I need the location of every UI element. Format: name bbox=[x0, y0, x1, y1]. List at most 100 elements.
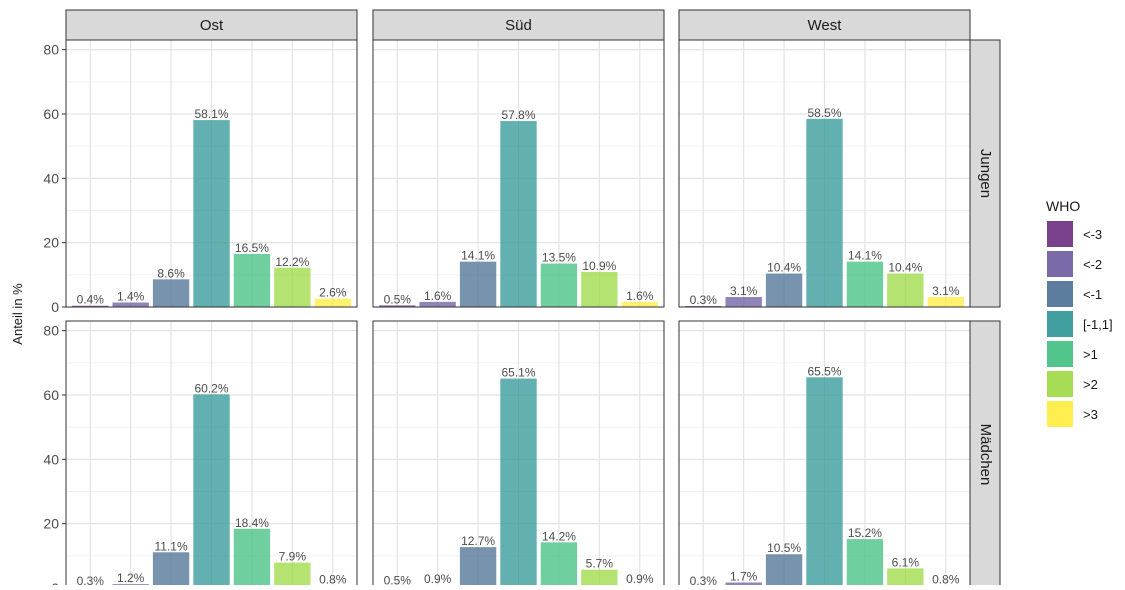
bar-5 bbox=[540, 542, 578, 588]
bar-2 bbox=[419, 301, 456, 307]
data-label: 11.1% bbox=[155, 539, 188, 553]
legend-key bbox=[1047, 311, 1073, 337]
y-tick-label: 80 bbox=[43, 42, 59, 58]
data-label: 1.6% bbox=[626, 289, 654, 303]
y-tick-label: 40 bbox=[43, 170, 59, 186]
legend-key bbox=[1047, 371, 1073, 397]
y-tick-label: 20 bbox=[43, 516, 59, 532]
panel-sd-jungen: 0.5% 1.6% 14.1% 57.8% 13.5% 10.9% 1.6% bbox=[372, 39, 665, 308]
panel-border bbox=[678, 39, 971, 308]
bar-1 bbox=[379, 305, 416, 307]
data-label: 16.5% bbox=[235, 241, 269, 255]
legend-item-2: <-2 bbox=[1047, 251, 1102, 277]
data-label: 0.8% bbox=[932, 572, 960, 585]
bar-5 bbox=[846, 539, 884, 588]
bar-5 bbox=[233, 528, 271, 588]
column-strip-2: Süd bbox=[372, 9, 665, 41]
y-axis-2: 0 20 40 60 80 bbox=[43, 323, 66, 590]
bar-3 bbox=[765, 554, 803, 588]
bar-6 bbox=[274, 267, 311, 307]
panel-west-mdchen: 0.3% 1.7% 10.5% 65.5% 15.2% 6.1% 0.8% bbox=[678, 320, 971, 589]
bar-4 bbox=[500, 378, 537, 588]
data-label: 0.5% bbox=[384, 573, 412, 585]
legend-key bbox=[1047, 341, 1073, 367]
data-label: 57.8% bbox=[501, 108, 535, 122]
bar-1 bbox=[72, 305, 109, 307]
panel-border bbox=[65, 39, 358, 308]
y-tick-label: 80 bbox=[43, 323, 59, 339]
legend-title: WHO bbox=[1046, 198, 1080, 214]
row-strip-background bbox=[969, 39, 1001, 308]
y-axis-title: Anteil in % bbox=[10, 283, 25, 345]
legend-item-5: >1 bbox=[1047, 341, 1098, 367]
legend-label: <-1 bbox=[1083, 287, 1102, 302]
data-label: 10.4% bbox=[767, 261, 801, 275]
y-tick-label: 40 bbox=[43, 451, 59, 467]
data-label: 0.8% bbox=[319, 572, 347, 585]
bar-5 bbox=[540, 263, 578, 307]
bar-4 bbox=[806, 118, 843, 307]
bar-4 bbox=[193, 120, 230, 307]
data-label: 65.5% bbox=[807, 364, 841, 378]
bar-4 bbox=[193, 394, 230, 588]
bar-5 bbox=[846, 261, 884, 307]
y-tick-label: 0 bbox=[51, 299, 59, 315]
legend-label: >1 bbox=[1083, 347, 1098, 362]
panel-ost-jungen: 0.4% 1.4% 8.6% 58.1% 16.5% 12.2% 2.6% bbox=[65, 39, 358, 308]
data-label: 0.5% bbox=[384, 292, 412, 306]
legend-label: <-3 bbox=[1083, 227, 1102, 242]
column-strip-label: Ost bbox=[200, 17, 224, 34]
panel-border bbox=[372, 39, 665, 308]
bar-6 bbox=[274, 562, 311, 588]
legend-key bbox=[1047, 251, 1073, 277]
data-label: 14.1% bbox=[461, 249, 495, 263]
bar-2 bbox=[112, 302, 149, 307]
column-strip-label: Süd bbox=[505, 17, 532, 34]
data-label: 3.1% bbox=[730, 284, 758, 298]
legend-label: [-1,1] bbox=[1083, 317, 1113, 332]
column-strip-background bbox=[372, 9, 665, 41]
column-strip-3: West bbox=[678, 9, 971, 41]
bar-4 bbox=[806, 377, 843, 588]
row-strip-2: Mädchen bbox=[969, 320, 1001, 589]
data-label: 5.7% bbox=[586, 557, 614, 571]
bar-6 bbox=[581, 271, 618, 307]
bar-3 bbox=[459, 261, 497, 307]
data-label: 15.2% bbox=[848, 526, 882, 540]
data-label: 1.6% bbox=[424, 289, 452, 303]
row-strip-1: Jungen bbox=[969, 39, 1001, 308]
data-label: 3.1% bbox=[932, 284, 960, 298]
legend-key bbox=[1047, 281, 1073, 307]
y-axis-1: 0 20 40 60 80 bbox=[43, 42, 66, 315]
y-tick-label: 60 bbox=[43, 387, 59, 403]
data-label: 0.3% bbox=[690, 293, 718, 307]
data-label: 8.6% bbox=[157, 266, 185, 280]
data-label: 14.1% bbox=[848, 249, 882, 263]
data-label: 65.1% bbox=[501, 366, 535, 380]
bar-6 bbox=[887, 273, 924, 307]
column-strip-1: Ost bbox=[65, 9, 358, 41]
data-label: 10.4% bbox=[888, 261, 922, 275]
data-label: 1.4% bbox=[117, 289, 145, 303]
panel-sd-mdchen: 0.5% 0.9% 12.7% 65.1% 14.2% 5.7% 0.9% bbox=[372, 320, 665, 589]
data-label: 0.4% bbox=[77, 293, 105, 307]
data-label: 10.5% bbox=[767, 541, 801, 555]
bar-3 bbox=[765, 273, 803, 307]
legend-label: >3 bbox=[1083, 407, 1098, 422]
panel-ost-mdchen: 0.3% 1.2% 11.1% 60.2% 18.4% 7.9% 0.8% bbox=[65, 320, 358, 589]
bar-4 bbox=[500, 121, 537, 307]
legend-item-7: >3 bbox=[1047, 401, 1098, 427]
row-strip-label: Mädchen bbox=[977, 424, 994, 486]
column-strip-background bbox=[65, 9, 358, 41]
y-tick-label: 20 bbox=[43, 235, 59, 251]
legend-label: <-2 bbox=[1083, 257, 1102, 272]
data-label: 0.3% bbox=[77, 574, 105, 585]
data-label: 14.2% bbox=[542, 529, 576, 543]
bar-7 bbox=[621, 301, 658, 307]
bar-3 bbox=[459, 547, 497, 588]
data-label: 12.2% bbox=[275, 255, 309, 269]
data-label: 60.2% bbox=[194, 381, 228, 395]
legend-key bbox=[1047, 221, 1073, 247]
panel-west-jungen: 0.3% 3.1% 10.4% 58.5% 14.1% 10.4% 3.1% bbox=[678, 39, 971, 308]
